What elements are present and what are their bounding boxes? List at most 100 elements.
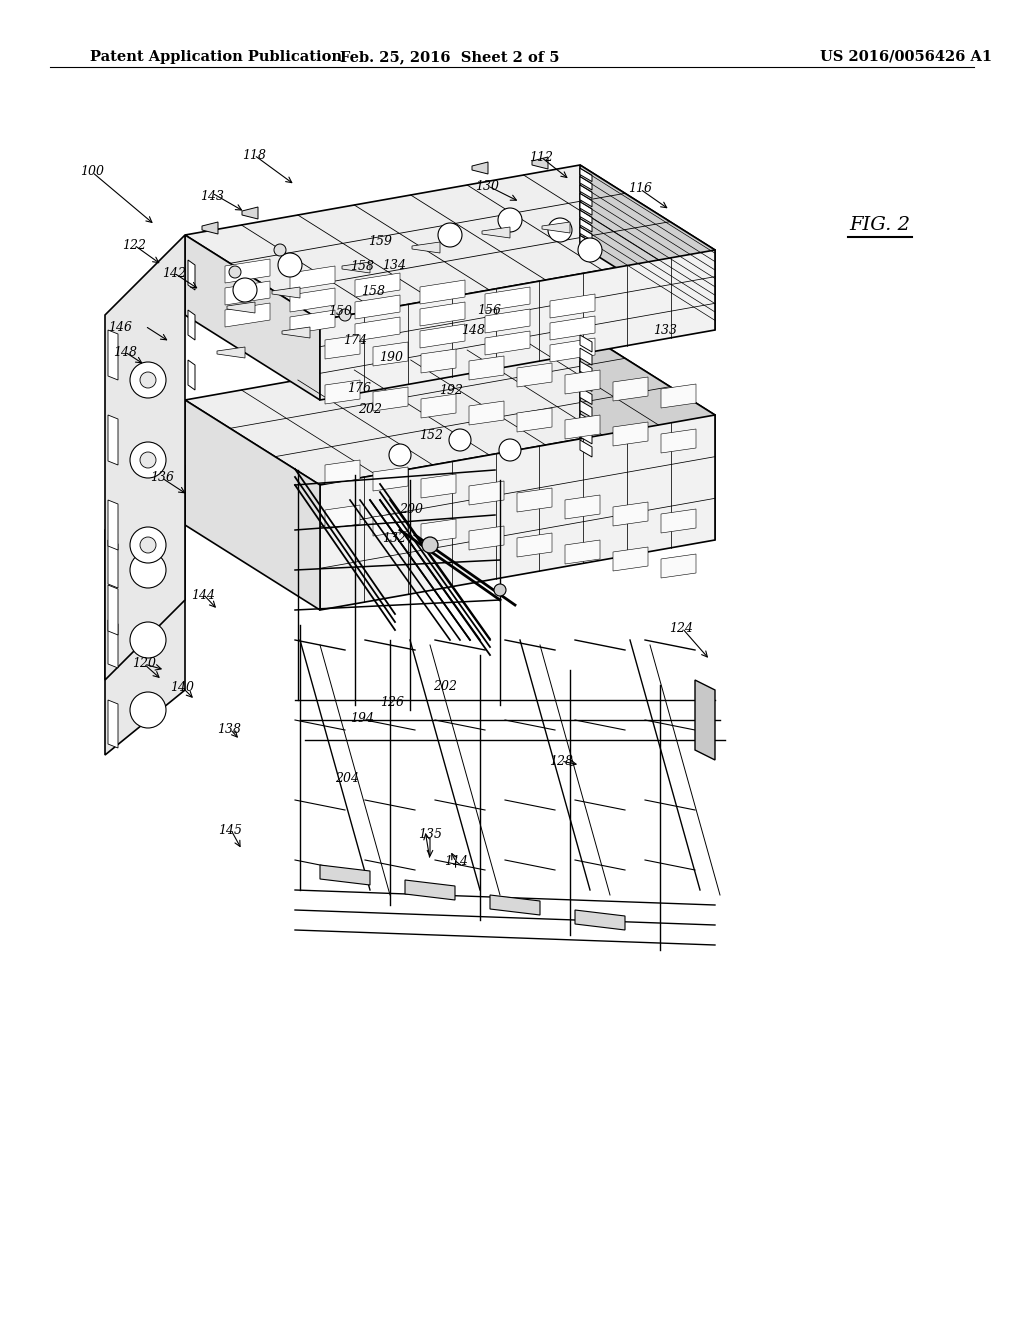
Polygon shape (217, 347, 245, 358)
Polygon shape (188, 310, 195, 341)
Polygon shape (580, 348, 592, 366)
Polygon shape (373, 512, 408, 536)
Text: 156: 156 (477, 304, 502, 317)
Polygon shape (108, 500, 118, 550)
Text: 150: 150 (328, 305, 352, 318)
Polygon shape (482, 227, 510, 238)
Polygon shape (373, 342, 408, 366)
Polygon shape (108, 414, 118, 465)
Polygon shape (580, 235, 592, 248)
Polygon shape (225, 259, 270, 282)
Polygon shape (185, 330, 715, 484)
Polygon shape (613, 546, 648, 572)
Polygon shape (272, 286, 300, 298)
Polygon shape (355, 273, 400, 297)
Circle shape (494, 583, 506, 597)
Polygon shape (290, 267, 335, 290)
Circle shape (140, 451, 156, 469)
Circle shape (389, 444, 411, 466)
Polygon shape (517, 408, 552, 432)
Polygon shape (580, 401, 592, 417)
Text: 134: 134 (382, 259, 407, 272)
Polygon shape (185, 165, 715, 319)
Polygon shape (580, 210, 592, 223)
Polygon shape (421, 393, 456, 418)
Polygon shape (565, 540, 600, 564)
Polygon shape (580, 202, 592, 215)
Circle shape (130, 527, 166, 564)
Polygon shape (580, 168, 592, 182)
Text: 176: 176 (347, 381, 372, 395)
Polygon shape (469, 401, 504, 425)
Polygon shape (290, 288, 335, 312)
Polygon shape (325, 380, 360, 404)
Polygon shape (469, 356, 504, 380)
Polygon shape (188, 260, 195, 290)
Text: 132: 132 (382, 532, 407, 545)
Text: 174: 174 (343, 334, 368, 347)
Text: 114: 114 (443, 855, 468, 869)
Text: 140: 140 (170, 681, 195, 694)
Polygon shape (319, 414, 715, 610)
Circle shape (499, 440, 521, 461)
Polygon shape (469, 480, 504, 506)
Text: US 2016/0056426 A1: US 2016/0056426 A1 (820, 50, 992, 63)
Polygon shape (580, 362, 592, 379)
Polygon shape (373, 467, 408, 491)
Text: 138: 138 (217, 723, 242, 737)
Text: 146: 146 (108, 321, 132, 334)
Circle shape (233, 279, 257, 302)
Circle shape (130, 362, 166, 399)
Polygon shape (580, 219, 592, 232)
Text: 145: 145 (218, 824, 243, 837)
Circle shape (498, 209, 522, 232)
Polygon shape (342, 261, 370, 273)
Polygon shape (108, 330, 118, 380)
Polygon shape (580, 426, 592, 444)
Polygon shape (421, 474, 456, 498)
Polygon shape (517, 533, 552, 557)
Polygon shape (202, 222, 218, 234)
Polygon shape (469, 525, 504, 550)
Polygon shape (420, 323, 465, 348)
Text: 152: 152 (419, 429, 443, 442)
Polygon shape (580, 185, 592, 198)
Polygon shape (225, 304, 270, 327)
Circle shape (422, 537, 438, 553)
Text: 148: 148 (113, 346, 137, 359)
Polygon shape (613, 422, 648, 446)
Polygon shape (580, 227, 592, 240)
Polygon shape (282, 327, 310, 338)
Polygon shape (580, 177, 592, 190)
Text: 100: 100 (80, 165, 104, 178)
Polygon shape (662, 384, 696, 408)
Polygon shape (485, 309, 530, 333)
Circle shape (130, 442, 166, 478)
Polygon shape (485, 286, 530, 312)
Polygon shape (242, 207, 258, 219)
Text: 202: 202 (357, 403, 382, 416)
Circle shape (339, 309, 351, 321)
Polygon shape (108, 585, 118, 635)
Polygon shape (542, 222, 570, 234)
Polygon shape (355, 294, 400, 319)
Polygon shape (108, 620, 118, 668)
Polygon shape (420, 302, 465, 326)
Text: 120: 120 (132, 657, 157, 671)
Text: 158: 158 (360, 285, 385, 298)
Polygon shape (485, 331, 530, 355)
Text: 190: 190 (379, 351, 403, 364)
Text: 124: 124 (669, 622, 693, 635)
Polygon shape (325, 459, 360, 484)
Polygon shape (517, 488, 552, 512)
Polygon shape (412, 242, 440, 253)
Polygon shape (580, 165, 715, 330)
Polygon shape (421, 519, 456, 543)
Polygon shape (105, 465, 185, 755)
Polygon shape (406, 880, 455, 900)
Circle shape (438, 223, 462, 247)
Text: 112: 112 (528, 150, 553, 164)
Polygon shape (319, 249, 715, 400)
Polygon shape (227, 302, 255, 313)
Text: 194: 194 (350, 711, 375, 725)
